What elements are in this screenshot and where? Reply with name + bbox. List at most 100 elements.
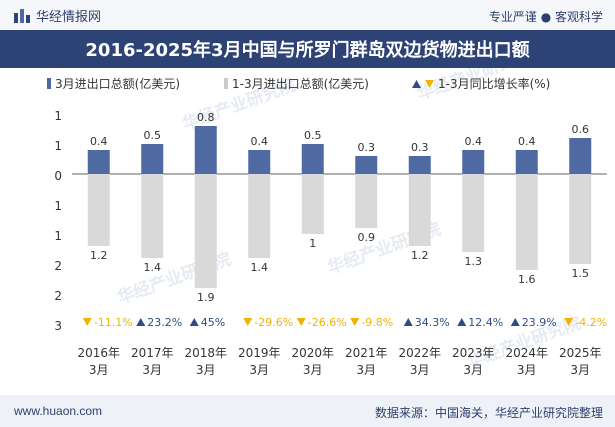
bar-ytd	[569, 174, 592, 264]
bar-ytd	[87, 174, 110, 246]
growth-up-icon	[510, 318, 520, 326]
value-label-march: 0.3	[411, 141, 429, 154]
value-label-march: 0.5	[304, 129, 322, 142]
y-tick-label: 1	[54, 229, 62, 243]
growth-label: -9.8%	[361, 316, 393, 329]
bar-ytd	[462, 174, 485, 252]
bars	[87, 126, 592, 288]
y-tick-label: 1	[54, 109, 62, 123]
value-label-march: 0.4	[465, 135, 483, 148]
value-label-march: 0.4	[90, 135, 108, 148]
value-label-ytd: 1.6	[518, 273, 536, 286]
footer-url[interactable]: www.huaon.com	[14, 404, 103, 418]
x-tick-year: 2025年	[559, 346, 602, 360]
value-label-ytd: 1.2	[90, 249, 108, 262]
bar-ytd	[248, 174, 271, 258]
legend-label-march: 3月进出口总额(亿美元)	[55, 76, 180, 91]
growth-label: -4.2%	[575, 316, 607, 329]
y-tick-label: 1	[54, 139, 62, 153]
bar-ytd	[141, 174, 164, 258]
legend: 3月进出口总额(亿美元) 1-3月进出口总额(亿美元) 1-3月同比增长率(%)	[47, 76, 550, 91]
y-tick-label: 2	[54, 289, 62, 303]
growth-up-icon	[189, 318, 199, 326]
x-tick-year: 2023年	[452, 346, 495, 360]
growth-up-icon	[403, 318, 413, 326]
bar-march	[248, 150, 271, 174]
bar-march	[515, 150, 538, 174]
growth-label: 23.9%	[522, 316, 557, 329]
legend-label-growth: 1-3月同比增长率(%)	[438, 76, 550, 91]
x-tick-year: 2020年	[291, 346, 334, 360]
value-label-ytd: 1.5	[572, 267, 590, 280]
x-tick-year: 2024年	[505, 346, 548, 360]
x-tick-month: 3月	[356, 363, 376, 377]
bar-march	[141, 144, 164, 174]
x-axis: 2016年 3月 2017年 3月 2018年 3月 2019年 3月 2020年 3月 2021年…	[77, 346, 601, 377]
growth-down-icon	[350, 318, 360, 326]
bar-ytd	[408, 174, 431, 246]
growth-down-icon	[82, 318, 92, 326]
x-tick-month: 3月	[463, 363, 483, 377]
title-bar: 2016-2025年3月中国与所罗门群岛双边货物进出口额	[0, 30, 615, 68]
footer: www.huaon.com 数据来源：中国海关，华经产业研究院整理	[0, 395, 615, 427]
data-labels: 0.4 1.2 0.5 1.4 0.8 1.9 0.4 1.4 0.5 1 0.3 0.9 0.3 1.2…	[90, 111, 589, 304]
growth-label: -11.1%	[94, 316, 133, 329]
legend-swatch-ytd	[224, 78, 228, 89]
bar-march	[194, 126, 217, 174]
x-tick-year: 2022年	[398, 346, 441, 360]
legend-swatch-march	[47, 78, 51, 89]
legend-up-icon	[412, 80, 421, 88]
value-label-march: 0.6	[572, 123, 590, 136]
bar-march	[462, 150, 485, 174]
y-tick-label: 2	[54, 259, 62, 273]
bar-march	[355, 156, 378, 174]
legend-down-icon	[425, 80, 434, 88]
value-label-march: 0.8	[197, 111, 215, 124]
value-label-ytd: 1	[309, 237, 316, 250]
value-label-march: 0.5	[144, 129, 162, 142]
growth-label: -29.6%	[254, 316, 293, 329]
x-tick-year: 2016年	[77, 346, 120, 360]
bar-march	[301, 144, 324, 174]
top-bar: 华经情报网 专业严谨 ● 客观科学	[0, 0, 615, 30]
x-tick-month: 3月	[570, 363, 590, 377]
growth-label: 34.3%	[415, 316, 450, 329]
bar-march	[569, 138, 592, 174]
x-tick-month: 3月	[196, 363, 216, 377]
value-label-ytd: 0.9	[358, 231, 376, 244]
growth-down-icon	[243, 318, 253, 326]
value-label-ytd: 1.4	[144, 261, 162, 274]
growth-label: -26.6%	[308, 316, 347, 329]
tagline: 专业严谨 ● 客观科学	[488, 10, 603, 24]
bar-march	[408, 156, 431, 174]
chart-title: 2016-2025年3月中国与所罗门群岛双边货物进出口额	[85, 40, 530, 61]
y-tick-label: 1	[54, 199, 62, 213]
growth-up-icon	[457, 318, 467, 326]
bar-ytd	[355, 174, 378, 228]
brand: 华经情报网	[14, 6, 101, 25]
y-tick-label: 0	[54, 169, 62, 183]
value-label-ytd: 1.2	[411, 249, 429, 262]
growth-down-icon	[564, 318, 574, 326]
value-label-march: 0.4	[251, 135, 269, 148]
bar-ytd	[194, 174, 217, 288]
bar-ytd	[301, 174, 324, 234]
y-tick-label: 3	[54, 319, 62, 333]
x-tick-year: 2017年	[131, 346, 174, 360]
bar-ytd	[515, 174, 538, 270]
growth-label: 23.2%	[147, 316, 182, 329]
growth-row: -11.1% 23.2% 45% -29.6% -26.6% -9.8% 34.3% 12.4…	[82, 316, 607, 329]
x-tick-month: 3月	[89, 363, 109, 377]
x-tick-month: 3月	[249, 363, 269, 377]
x-tick-month: 3月	[410, 363, 430, 377]
bar-march	[87, 150, 110, 174]
growth-up-icon	[136, 318, 146, 326]
value-label-march: 0.4	[518, 135, 536, 148]
x-tick-month: 3月	[517, 363, 537, 377]
value-label-ytd: 1.9	[197, 291, 215, 304]
footer-source: 数据来源：中国海关，华经产业研究院整理	[374, 406, 603, 420]
value-label-ytd: 1.3	[465, 255, 483, 268]
growth-down-icon	[296, 318, 306, 326]
